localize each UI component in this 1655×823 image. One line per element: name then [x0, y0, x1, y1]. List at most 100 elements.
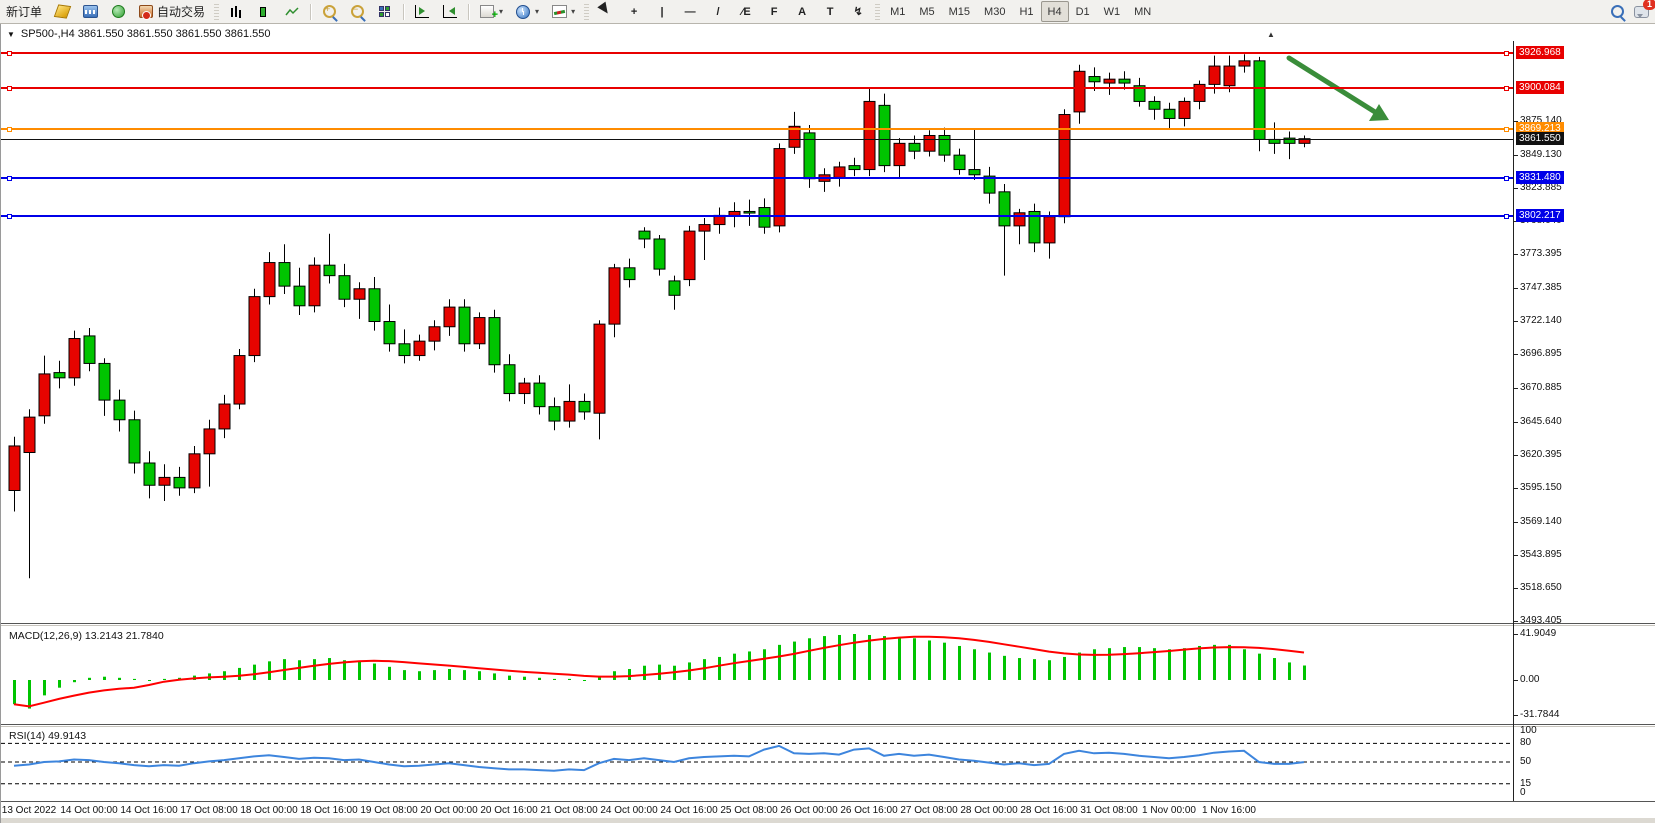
- macd-axis-tick: [1513, 680, 1518, 681]
- auto-scroll-icon: [414, 4, 430, 20]
- horizontal-sr-line[interactable]: [1, 127, 1513, 130]
- date-axis-label: 20 Oct 00:00: [420, 805, 478, 816]
- auto-trading-button[interactable]: 自动交易: [133, 1, 210, 23]
- horizontal-sr-line[interactable]: [1, 52, 1513, 54]
- chart-shift-button[interactable]: [437, 1, 463, 23]
- signal-icon: [110, 4, 126, 20]
- macd-axis-tick: [1513, 633, 1518, 635]
- candlestick-icon: [256, 4, 272, 20]
- line-handle[interactable]: [7, 86, 12, 92]
- line-handle[interactable]: [1504, 86, 1509, 92]
- arrows-tool-button[interactable]: ↯: [845, 1, 871, 23]
- tab-timeframe-d1[interactable]: D1: [1075, 5, 1090, 18]
- line-handle[interactable]: [1504, 51, 1509, 56]
- search-icon[interactable]: [1609, 4, 1625, 20]
- new-chart-icon: [479, 4, 498, 21]
- date-axis-border: [1, 801, 1655, 802]
- line-handle[interactable]: [7, 51, 12, 56]
- chart-shift-marker[interactable]: ▲: [1267, 30, 1275, 39]
- chart-shift-icon: [442, 4, 458, 20]
- vertical-line-tool-button[interactable]: |: [649, 1, 675, 23]
- price-chart-canvas[interactable]: [1, 41, 1513, 623]
- new-order-label: 新订单: [6, 5, 43, 19]
- crosshair-tool-button[interactable]: +: [621, 1, 647, 23]
- fibonacci-tool-button[interactable]: F: [761, 1, 787, 23]
- new-chart-button[interactable]: ▾: [474, 1, 508, 23]
- crosshair-icon: +: [630, 5, 638, 18]
- trendline-tool-button[interactable]: /: [705, 1, 731, 23]
- line-chart-button[interactable]: [279, 1, 305, 23]
- chart-window: ▼ SP500-,H4 3861.550 3861.550 3861.550 3…: [0, 24, 1655, 823]
- date-axis-label: 1 Nov 00:00: [1142, 805, 1196, 816]
- price-line-label: 3869.213: [1516, 121, 1564, 135]
- bar-chart-button[interactable]: [223, 1, 249, 23]
- pane-divider[interactable]: [1, 623, 1655, 624]
- date-axis-label: 27 Oct 08:00: [900, 805, 958, 816]
- candlestick-chart-button[interactable]: [251, 1, 277, 23]
- horizontal-sr-line[interactable]: [1, 87, 1513, 90]
- vertical-line-icon: |: [660, 5, 664, 18]
- new-order-button[interactable]: 新订单: [1, 1, 47, 23]
- auto-trading-icon: [138, 4, 154, 20]
- cursor-tool-button[interactable]: [593, 1, 619, 23]
- price-axis-tick-label: 3493.405: [1520, 614, 1562, 626]
- date-axis-label: 1 Nov 16:00: [1202, 805, 1256, 816]
- price-axis-tick: [1513, 421, 1518, 423]
- timeframe-bar: M1 M5 M15 M30 H1 H4 D1 W1 MN: [883, 1, 1158, 22]
- macd-canvas[interactable]: [1, 628, 1513, 724]
- periods-button[interactable]: ▾: [510, 1, 544, 23]
- equidistant-channel-icon: ⁄E: [741, 5, 751, 18]
- text-label-tool-button[interactable]: T: [817, 1, 843, 23]
- toolbar-grip: [214, 3, 220, 20]
- price-axis-tick: [1513, 487, 1518, 489]
- date-axis-label: 13 Oct 2022: [1, 805, 57, 816]
- price-line-label: 3926.968: [1516, 46, 1564, 59]
- line-handle[interactable]: [7, 126, 12, 132]
- tab-timeframe-w1[interactable]: W1: [1103, 5, 1121, 18]
- horizontal-sr-line[interactable]: [1, 177, 1513, 180]
- tab-timeframe-mn[interactable]: MN: [1134, 5, 1152, 18]
- zoom-in-button[interactable]: +: [316, 1, 342, 23]
- date-axis-label: 28 Oct 16:00: [1020, 805, 1078, 816]
- horizontal-scrollbar[interactable]: [1, 818, 1655, 823]
- tab-timeframe-h1[interactable]: H1: [1019, 5, 1034, 18]
- line-handle[interactable]: [7, 214, 12, 220]
- indicators-button[interactable]: ▾: [546, 1, 580, 23]
- rsi-label: RSI(14) 49.9143: [9, 730, 87, 742]
- date-axis-label: 26 Oct 00:00: [780, 805, 838, 816]
- horizontal-sr-line[interactable]: [1, 215, 1513, 218]
- horizontal-line-tool-button[interactable]: —: [677, 1, 703, 23]
- price-axis-tick-label: 3518.650: [1520, 581, 1562, 593]
- auto-scroll-button[interactable]: [409, 1, 435, 23]
- zoom-out-button[interactable]: −: [344, 1, 370, 23]
- tab-timeframe-m15[interactable]: M15: [948, 5, 971, 18]
- line-handle[interactable]: [1504, 176, 1509, 182]
- date-axis-label: 25 Oct 08:00: [720, 805, 778, 816]
- tab-timeframe-m1[interactable]: M1: [890, 5, 906, 18]
- terminal-window-icon: [82, 4, 98, 20]
- tab-timeframe-m30[interactable]: M30: [984, 5, 1006, 18]
- tile-windows-button[interactable]: [372, 1, 398, 23]
- price-axis-tick: [1513, 587, 1518, 589]
- main-toolbar: 新订单 自动交易 + − ▾ ▾ ▾ + | — / ⁄E F A T ↯ M1 M5 M15 M30…: [0, 0, 1655, 24]
- gold-cube-icon: [53, 4, 71, 20]
- tab-timeframe-m5[interactable]: M5: [919, 5, 935, 18]
- notifications-icon[interactable]: 1: [1633, 0, 1655, 20]
- line-handle[interactable]: [1504, 214, 1509, 220]
- signals-button[interactable]: [105, 1, 131, 23]
- price-axis-tick-label: 3773.395: [1520, 248, 1562, 260]
- line-handle[interactable]: [7, 176, 12, 182]
- text-tool-button[interactable]: A: [789, 1, 815, 23]
- rsi-canvas[interactable]: [1, 728, 1513, 801]
- text-label-icon: T: [826, 5, 834, 18]
- tab-timeframe-h4[interactable]: H4: [1040, 1, 1069, 22]
- collapse-triangle-icon[interactable]: ▼: [7, 29, 15, 39]
- zoom-out-icon: −: [349, 4, 365, 20]
- line-handle[interactable]: [1504, 126, 1509, 132]
- metaeditor-button[interactable]: [49, 1, 75, 23]
- date-axis-label: 31 Oct 08:00: [1080, 805, 1138, 816]
- terminal-button[interactable]: [77, 1, 103, 23]
- pane-divider[interactable]: [1, 724, 1655, 725]
- equidistant-channel-tool-button[interactable]: ⁄E: [733, 1, 759, 23]
- price-axis-tick: [1513, 554, 1518, 556]
